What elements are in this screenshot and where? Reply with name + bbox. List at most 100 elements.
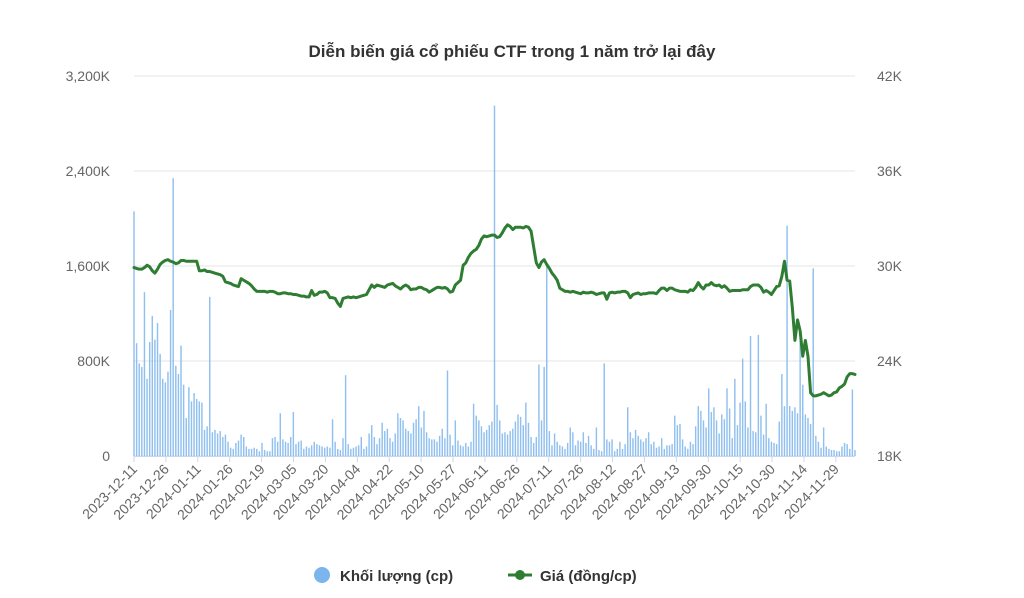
volume-bar [627, 407, 629, 456]
volume-bar [300, 440, 302, 456]
volume-bar [854, 450, 856, 456]
volume-bar [368, 433, 370, 456]
volume-bar [611, 439, 613, 457]
volume-bar [564, 448, 566, 457]
volume-bar [148, 342, 151, 456]
volume-bar [689, 441, 692, 456]
volume-bar [590, 445, 592, 456]
volume-bar [741, 358, 744, 457]
volume-bar [676, 425, 679, 457]
volume-bar [640, 439, 642, 457]
volume-bar [815, 435, 817, 456]
volume-bar [579, 441, 582, 456]
right-y-tick-label: 42K [877, 68, 903, 84]
volume-bar [752, 431, 754, 456]
volume-bar [674, 415, 676, 457]
volume-bar [838, 451, 841, 456]
volume-bar [209, 296, 211, 457]
volume-bar [713, 407, 715, 456]
volume-bar [517, 414, 519, 456]
volume-bar [384, 431, 386, 456]
volume-bar [321, 446, 323, 456]
volume-bar [645, 438, 647, 456]
volume-bar [629, 432, 632, 456]
volume-bar [773, 442, 775, 456]
volume-bar [650, 444, 652, 457]
volume-bar [279, 413, 282, 456]
volume-bar [804, 414, 807, 456]
left-y-axis: 0 800K 1,600K 2,400K 3,200K [66, 68, 111, 464]
left-y-tick-label: 800K [77, 353, 110, 369]
volume-bar [360, 437, 362, 456]
volume-bar [172, 178, 174, 457]
volume-bar [613, 451, 616, 456]
volume-bar [431, 439, 433, 457]
volume-bar [389, 438, 391, 456]
volume-bar [342, 438, 344, 456]
volume-bar [436, 441, 438, 456]
volume-bar [655, 447, 658, 456]
volume-bar [203, 429, 206, 457]
volume-bar [668, 445, 671, 456]
volume-bar [253, 447, 255, 456]
volume-bar [373, 437, 376, 456]
x-axis: 2023-12-112023-12-262024-01-112024-01-26… [79, 456, 855, 523]
volume-bar [318, 445, 321, 456]
volume-bar [825, 446, 827, 456]
volume-bar [728, 408, 731, 456]
volume-bar [467, 446, 470, 456]
volume-bar [216, 433, 219, 456]
volume-bar [188, 387, 190, 457]
left-y-tick-label: 2,400K [66, 163, 111, 179]
volume-bar [135, 343, 138, 456]
volume-bar [454, 420, 457, 457]
volume-bar [219, 431, 221, 456]
volume-bar [337, 448, 339, 457]
volume-bar [407, 431, 410, 456]
volume-bar [193, 393, 195, 456]
volume-bar [201, 402, 203, 456]
volume-bar [449, 434, 451, 457]
volume-bar [778, 421, 780, 456]
volume-bar [799, 340, 801, 456]
volume-bar [702, 420, 705, 457]
volume-bar [410, 433, 412, 456]
volume-bar [206, 426, 208, 456]
volume-bar [499, 420, 501, 457]
volume-bar [271, 438, 274, 456]
volume-bar [532, 442, 535, 456]
volume-bar [240, 434, 242, 457]
volume-bar [796, 413, 799, 456]
volume-bar [133, 211, 135, 456]
volume-bar [802, 384, 804, 456]
legend-item-price[interactable]: Giá (đồng/cp) [508, 568, 637, 585]
volume-bar [182, 384, 185, 456]
volume-bar [585, 442, 587, 456]
volume-bar [211, 432, 214, 456]
volume-bar [525, 402, 527, 456]
volume-bar [788, 406, 791, 457]
volume-bar [245, 446, 248, 456]
volume-bar [765, 403, 767, 456]
legend-price-label: Giá (đồng/cp) [540, 568, 637, 585]
volume-bar [621, 448, 624, 457]
volume-bar [768, 438, 770, 456]
volume-bar [151, 315, 154, 457]
volume-bar [849, 448, 851, 457]
volume-bar [363, 448, 365, 457]
volume-bar [587, 435, 590, 456]
volume-bar [462, 446, 464, 456]
volume-bar [229, 447, 232, 456]
volume-bar [595, 427, 598, 456]
volume-bar [263, 450, 266, 456]
volume-bar [438, 435, 441, 456]
volume-bar [812, 268, 814, 457]
volume-bar [485, 429, 488, 457]
right-y-tick-label: 18K [877, 448, 903, 464]
volume-bar [535, 437, 538, 456]
legend-item-volume[interactable]: Khối lượng (cp) [314, 567, 453, 585]
volume-bar [282, 439, 284, 457]
volume-bar [329, 447, 331, 456]
volume-bar [478, 420, 480, 457]
